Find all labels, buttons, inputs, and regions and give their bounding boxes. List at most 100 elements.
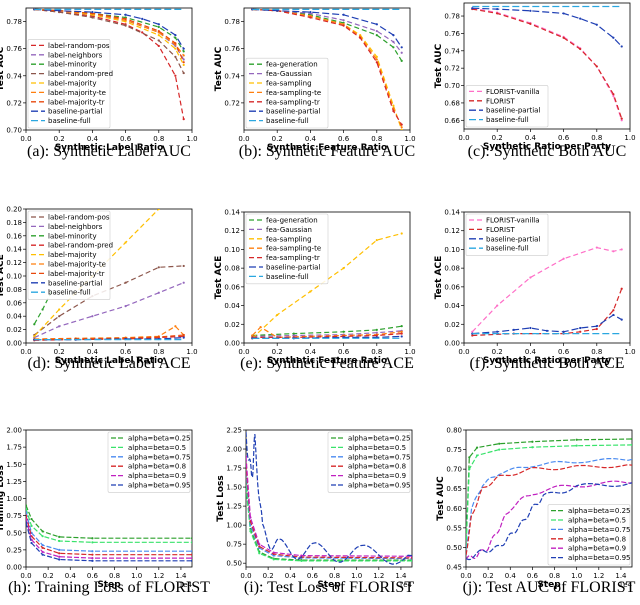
series-line bbox=[26, 518, 192, 559]
y-tick-label: 1.25 bbox=[6, 478, 22, 486]
legend-label: alpha=beta=0.25 bbox=[568, 507, 631, 515]
data-point bbox=[400, 123, 403, 126]
y-tick-label: 0.08 bbox=[6, 286, 22, 294]
legend-label: baseline-full bbox=[486, 116, 529, 124]
x-tick-label: 0.8 bbox=[109, 572, 120, 580]
data-point bbox=[190, 553, 192, 556]
data-point bbox=[174, 47, 177, 50]
data-point bbox=[309, 16, 312, 19]
data-point bbox=[471, 330, 474, 333]
data-point bbox=[595, 246, 598, 249]
y-tick-label: 0.76 bbox=[224, 45, 240, 53]
data-point bbox=[612, 313, 615, 317]
data-point bbox=[91, 541, 94, 544]
data-point bbox=[124, 305, 127, 308]
chart-5: 0.00 0.02 0.04 0.06 0.08 0.10 0.12 0.14 0.0 0.2 0.… bbox=[434, 209, 636, 367]
y-axis-label: Test ACE bbox=[0, 254, 6, 298]
data-point bbox=[375, 34, 378, 37]
x-tick-label: 0.6 bbox=[120, 135, 132, 143]
data-point bbox=[342, 13, 345, 16]
data-point bbox=[258, 552, 261, 555]
y-tick-label: 0.50 bbox=[226, 560, 242, 568]
legend-label: label-majority-te bbox=[48, 261, 106, 269]
data-point bbox=[595, 23, 598, 26]
legend-label: label-majority-tr bbox=[48, 270, 105, 278]
data-point bbox=[157, 25, 160, 29]
data-point bbox=[375, 58, 378, 61]
data-point bbox=[58, 9, 61, 12]
x-tick-label: 0.0 bbox=[240, 572, 251, 580]
legend-label: baseline-partial bbox=[48, 108, 102, 116]
data-point bbox=[182, 54, 185, 57]
series-line bbox=[34, 8, 185, 120]
y-tick-label: 0.80 bbox=[446, 427, 462, 435]
data-point bbox=[400, 46, 403, 49]
data-point bbox=[182, 63, 185, 67]
data-point bbox=[272, 558, 275, 561]
data-point bbox=[620, 119, 623, 122]
data-point bbox=[182, 71, 185, 75]
legend-label: label-random-pos bbox=[48, 42, 110, 50]
legend-label: label-random-pred bbox=[48, 70, 113, 78]
data-point bbox=[30, 541, 33, 545]
data-point bbox=[190, 541, 192, 544]
data-point bbox=[58, 308, 61, 311]
y-tick-label: 0.74 bbox=[444, 47, 460, 55]
data-point bbox=[392, 104, 395, 107]
series-line bbox=[472, 7, 623, 121]
chart-4: 0.00 0.02 0.04 0.06 0.08 0.10 0.12 0.14 0.0 0.2 0.… bbox=[214, 209, 416, 367]
data-point bbox=[579, 17, 582, 20]
series-line bbox=[26, 508, 192, 543]
data-point bbox=[529, 9, 532, 12]
data-point bbox=[41, 308, 44, 311]
data-point bbox=[183, 179, 185, 181]
data-point bbox=[562, 12, 565, 15]
x-tick-label: 0.0 bbox=[460, 572, 471, 580]
data-point bbox=[496, 330, 499, 333]
x-tick-label: 1.0 bbox=[571, 572, 582, 580]
legend-label: label-majority bbox=[48, 251, 97, 259]
y-tick-label: 0.75 bbox=[446, 446, 462, 454]
data-point bbox=[249, 530, 252, 533]
data-point bbox=[174, 42, 177, 45]
x-axis-label: Synthetic Ratio per Party bbox=[483, 356, 611, 366]
x-tick-label: 0.0 bbox=[458, 134, 469, 142]
y-tick-label: 0.12 bbox=[224, 227, 240, 235]
data-point bbox=[182, 47, 185, 50]
data-point bbox=[400, 59, 403, 62]
legend-label: alpha=beta=0.75 bbox=[348, 453, 411, 461]
y-tick-label: 0.70 bbox=[6, 127, 22, 135]
legend: alpha=beta=0.25alpha=beta=0.5alpha=beta=… bbox=[547, 504, 631, 566]
data-point bbox=[392, 46, 395, 49]
legend-label: alpha=beta=0.95 bbox=[348, 482, 411, 490]
data-point bbox=[375, 55, 378, 58]
subfigure-caption: (c): Synthetic Both AUC bbox=[467, 143, 627, 160]
data-point bbox=[182, 281, 185, 284]
x-tick-label: 0.4 bbox=[87, 135, 99, 143]
data-point bbox=[529, 276, 532, 279]
data-point bbox=[33, 323, 36, 326]
data-point bbox=[300, 559, 303, 563]
data-point bbox=[26, 517, 28, 521]
legend-label: alpha=beta=0.9 bbox=[348, 472, 406, 480]
subfigure-caption: (b): Synthetic Feature AUC bbox=[238, 143, 416, 160]
x-exponent-label: 1e4 bbox=[399, 581, 413, 589]
legend-label: baseline-full bbox=[266, 117, 309, 125]
y-tick-label: 0.06 bbox=[224, 283, 240, 291]
data-point bbox=[58, 558, 61, 561]
legend-label: alpha=beta=0.9 bbox=[568, 545, 626, 553]
subfigure-caption: (j): Test AUC of FLORIST bbox=[462, 579, 636, 596]
y-tick-label: 0.00 bbox=[6, 564, 22, 572]
series-line bbox=[252, 8, 403, 125]
data-point bbox=[400, 128, 403, 130]
series-line bbox=[252, 325, 402, 337]
data-point bbox=[91, 553, 94, 556]
y-axis-label: Test AUC bbox=[0, 46, 6, 91]
data-point bbox=[400, 51, 403, 54]
plot-frame bbox=[465, 429, 633, 568]
x-tick-label: 0.6 bbox=[338, 135, 350, 143]
data-point bbox=[579, 47, 582, 51]
data-point bbox=[91, 559, 94, 562]
subfigure-caption: (a): Synthetic Label AUC bbox=[27, 143, 191, 160]
